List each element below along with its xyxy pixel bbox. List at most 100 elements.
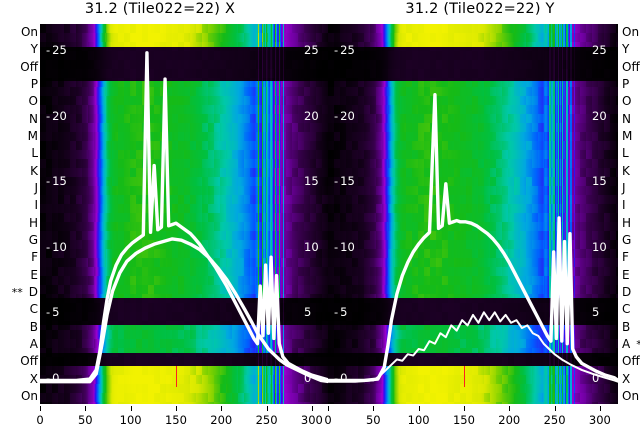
category-label-a: A bbox=[30, 338, 38, 350]
category-label-text: J bbox=[34, 181, 38, 195]
category-label-text: Off bbox=[20, 59, 38, 74]
category-label-y: Y bbox=[31, 43, 38, 55]
panel-left-trace-overlay bbox=[40, 24, 330, 404]
category-label-text: E bbox=[30, 267, 38, 282]
ytick-label-text: 15 bbox=[592, 174, 607, 189]
category-label-d: D bbox=[622, 286, 631, 298]
category-label-i: I bbox=[34, 199, 38, 211]
category-label-text: On bbox=[622, 389, 640, 403]
ytick-label-text: 15 bbox=[52, 174, 67, 189]
xtick-mark bbox=[85, 406, 87, 411]
category-label-text: On bbox=[20, 25, 38, 39]
ytick-dash: - bbox=[46, 108, 51, 123]
ytick-label-text: 25 bbox=[592, 43, 607, 58]
trace-left-upper-envelope bbox=[40, 53, 330, 381]
ytick-label-inner-left: -25 bbox=[334, 43, 355, 57]
ytick-label-text: 25 bbox=[340, 43, 355, 58]
ytick-label-text: 0 bbox=[340, 370, 348, 385]
category-label-text: E bbox=[622, 267, 630, 282]
category-label-a: A ** bbox=[622, 338, 640, 350]
category-label-text: Y bbox=[30, 42, 38, 57]
ytick-dash: - bbox=[46, 174, 51, 189]
ytick-label-inner-right: 15 bbox=[592, 174, 607, 188]
ytick-label-inner-right: 20 bbox=[592, 109, 607, 123]
ytick-label-text: 10 bbox=[304, 239, 319, 254]
category-label-text: Off bbox=[622, 59, 640, 74]
ytick-label-inner-right: 10 bbox=[304, 240, 319, 254]
ytick-dash: - bbox=[334, 174, 339, 189]
ytick-dash: - bbox=[334, 370, 339, 385]
category-label-text: Off bbox=[20, 354, 38, 369]
category-label-text: On bbox=[622, 25, 640, 39]
star-marker: ** bbox=[636, 338, 640, 351]
xtick-mark bbox=[175, 406, 177, 411]
ytick-label-inner-left: -10 bbox=[334, 240, 355, 254]
panel-left-plot-area[interactable] bbox=[40, 24, 330, 404]
xtick-mark bbox=[130, 406, 132, 411]
xtick-mark bbox=[599, 406, 601, 411]
xtick-label: 150 bbox=[452, 413, 475, 427]
category-label-text: B bbox=[29, 319, 38, 334]
ytick-label-text: 25 bbox=[304, 43, 319, 58]
category-label-b: B bbox=[622, 321, 630, 333]
xtick-label: 50 bbox=[77, 413, 93, 427]
xtick-label: 50 bbox=[365, 413, 381, 427]
ytick-label-text: 10 bbox=[340, 239, 355, 254]
xtick-mark bbox=[328, 406, 329, 411]
ytick-label-text: 0 bbox=[592, 370, 600, 385]
ytick-label-inner-left: -15 bbox=[334, 174, 355, 188]
category-label-text: Off bbox=[622, 354, 640, 369]
category-label-text: D bbox=[622, 285, 632, 299]
category-label-on: On bbox=[622, 390, 639, 402]
ytick-label-inner-left: -0 bbox=[46, 371, 59, 385]
ytick-dash: - bbox=[334, 43, 339, 58]
ytick-label-inner-right: 0 bbox=[304, 371, 311, 385]
ytick-label-inner-right: 25 bbox=[592, 43, 607, 57]
ytick-label-text: 20 bbox=[592, 108, 607, 123]
category-label-x: X bbox=[30, 373, 38, 385]
category-label-l: L bbox=[31, 147, 38, 159]
ytick-label-inner-left: -25 bbox=[46, 43, 67, 57]
ytick-dash: - bbox=[46, 43, 51, 58]
category-label-off: Off bbox=[20, 355, 38, 367]
category-label-l: L bbox=[622, 147, 629, 159]
panel-left-xaxis: 0 50 100 150 200 250 300 bbox=[36, 406, 330, 440]
category-label-p: P bbox=[622, 78, 629, 90]
category-label-e: E bbox=[30, 269, 38, 281]
category-label-text: I bbox=[622, 198, 626, 213]
category-label-text: O bbox=[28, 94, 38, 109]
category-label-text: N bbox=[622, 111, 631, 126]
ytick-dash: - bbox=[46, 370, 51, 385]
xtick-mark bbox=[373, 406, 375, 411]
category-label-text: P bbox=[30, 77, 38, 91]
category-label-j: J bbox=[622, 182, 626, 194]
ytick-label-text: 5 bbox=[304, 305, 312, 320]
category-label-text: L bbox=[622, 146, 629, 161]
panel-left-heatmap bbox=[40, 24, 330, 404]
ytick-label-text: 20 bbox=[340, 108, 355, 123]
xtick-label: 0 bbox=[36, 413, 44, 427]
ytick-label-text: 15 bbox=[340, 174, 355, 189]
ytick-label-text: 20 bbox=[304, 108, 319, 123]
ytick-label-inner-left: -20 bbox=[46, 109, 67, 123]
trace-right-upper-envelope bbox=[328, 95, 618, 381]
xtick-mark bbox=[463, 406, 465, 411]
category-label-k: K bbox=[30, 165, 38, 177]
xtick-label: 0 bbox=[324, 413, 332, 427]
xtick-mark bbox=[418, 406, 420, 411]
category-label-x: X bbox=[622, 373, 630, 385]
category-label-o: O bbox=[622, 95, 631, 107]
category-label-n: N bbox=[29, 113, 38, 125]
category-label-y: Y bbox=[622, 43, 629, 55]
category-label-text: C bbox=[622, 302, 631, 317]
category-label-text: M bbox=[27, 129, 38, 143]
category-label-text: X bbox=[29, 371, 38, 386]
category-label-text: X bbox=[622, 371, 631, 386]
xtick-label: 300 bbox=[300, 413, 323, 427]
ytick-label-inner-left: -10 bbox=[46, 240, 67, 254]
xtick-label: 300 bbox=[588, 413, 611, 427]
category-label-off: Off bbox=[622, 355, 640, 367]
panel-right-plot-area[interactable] bbox=[328, 24, 618, 404]
category-label-f: F bbox=[622, 251, 629, 263]
